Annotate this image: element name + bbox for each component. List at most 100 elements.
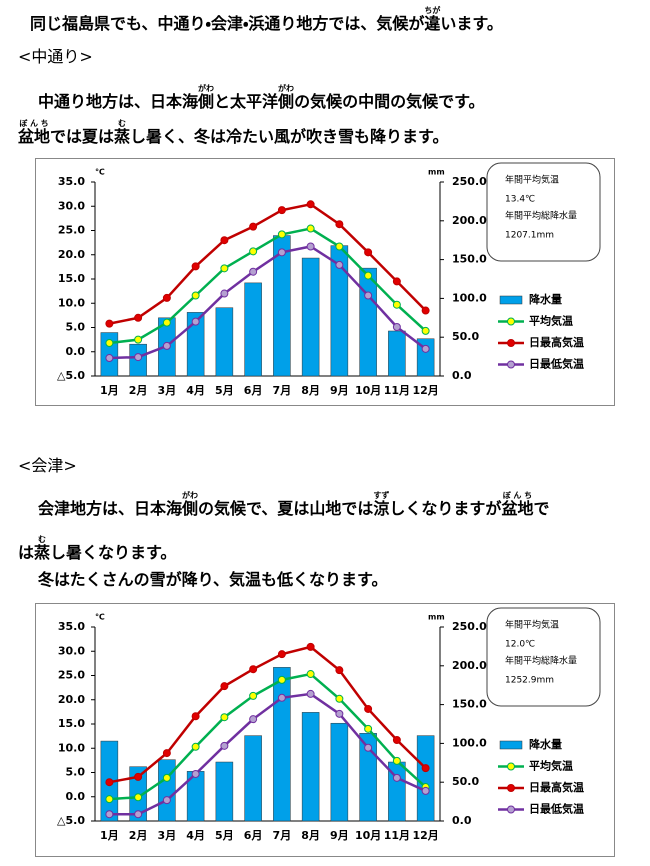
text-segment: で: [533, 499, 550, 518]
marker: [249, 665, 258, 674]
y2-tick-label: 100.0: [452, 291, 487, 304]
marker: [277, 693, 286, 702]
text-segment: 同じ福島県でも、中通り・会津・浜通り地方では、気候が: [30, 14, 425, 33]
marker: [191, 291, 200, 300]
marker: [277, 675, 286, 684]
y2-tick-label: 200.0: [452, 214, 487, 227]
ruby-text: 蒸む: [34, 535, 50, 562]
y-tick-label: △5.0: [57, 814, 85, 827]
marker: [335, 709, 344, 718]
text-segment: 冬はたくさんの雪が降り、気温も低くなります。: [38, 570, 388, 589]
furigana: がわ: [182, 491, 199, 500]
marker: [364, 704, 373, 713]
marker: [105, 339, 114, 348]
bar: [359, 267, 377, 377]
x-tick-label: 7月: [273, 384, 292, 397]
y2-tick-label: 50.0: [452, 775, 479, 788]
bar: [158, 759, 176, 822]
marker: [105, 319, 114, 328]
info-box: [486, 162, 601, 262]
marker: [220, 264, 229, 273]
marker: [134, 335, 143, 344]
x-tick-label: 2月: [129, 829, 148, 842]
y2-tick-label: 200.0: [452, 659, 487, 672]
heading: 同じ福島県でも、中通り・会津・浜通り地方では、気候が違ちがいます。: [30, 6, 503, 34]
y2-tick-label: 150.0: [452, 698, 487, 711]
bar: [330, 722, 349, 822]
text-segment: 側: [182, 499, 199, 518]
y2-tick-label: 0.0: [452, 369, 472, 382]
text-segment: います。: [440, 14, 503, 33]
y2-axis-unit: mm: [428, 168, 445, 177]
info-box: [486, 607, 601, 707]
x-tick-label: 12月: [412, 829, 438, 842]
bar: [215, 307, 234, 377]
y-tick-label: 35.0: [58, 175, 85, 188]
paragraph-line: は蒸むし暑くなります。: [18, 535, 176, 563]
marker: [191, 742, 200, 751]
marker: [220, 713, 229, 722]
y-axis-unit: ℃: [95, 613, 105, 622]
legend-label: 日最高気温: [529, 780, 584, 794]
x-tick-label: 4月: [186, 384, 205, 397]
y-tick-label: 35.0: [58, 620, 85, 633]
marker: [162, 749, 171, 758]
legend-label: 平均気温: [529, 759, 573, 773]
marker: [364, 248, 373, 257]
furigana: ちが: [424, 6, 441, 15]
furigana: ぼんち: [501, 491, 534, 500]
bar: [301, 712, 320, 822]
x-tick-label: 3月: [158, 829, 177, 842]
marker: [249, 247, 258, 256]
bar: [215, 761, 234, 822]
y-tick-label: 15.0: [58, 717, 85, 730]
line: [109, 227, 427, 345]
x-tick-label: 11月: [384, 829, 410, 842]
x-tick-label: 9月: [330, 384, 349, 397]
annotation: 13.4℃: [505, 195, 535, 205]
marker: [335, 666, 344, 675]
marker: [277, 230, 286, 239]
marker: [162, 341, 171, 350]
y2-tick-label: 0.0: [452, 814, 472, 827]
text-segment: 側: [198, 92, 215, 111]
chart: ℃ mm 35.0 30.0 25.0 20.0 15.0 10.0 5.0 0.0 △5.0 250…: [35, 603, 615, 857]
marker: [162, 318, 171, 327]
bar: [388, 330, 406, 377]
marker: [134, 772, 143, 781]
chart: ℃ mm 35.0 30.0 25.0 20.0 15.0 10.0 5.0 0.0 △5.0 250…: [35, 158, 615, 406]
ruby-text: 違ちが: [424, 6, 440, 33]
bar: [359, 733, 377, 822]
marker: [220, 682, 229, 691]
marker: [134, 810, 143, 819]
legend-label: 日最高気温: [529, 335, 584, 349]
marker: [191, 712, 200, 721]
furigana: がわ: [198, 84, 215, 93]
text-segment: 盆地: [18, 127, 51, 146]
x-tick-label: 6月: [244, 384, 263, 397]
text-segment: しくなりますが: [389, 499, 502, 518]
legend-label: 降水量: [529, 737, 562, 751]
marker: [220, 236, 229, 245]
x-tick-label: 5月: [215, 829, 234, 842]
marker: [364, 724, 373, 733]
marker: [364, 743, 373, 752]
furigana: む: [114, 119, 131, 128]
marker: [277, 650, 286, 659]
line: [109, 645, 427, 784]
x-tick-label: 8月: [301, 829, 320, 842]
line: [109, 202, 427, 325]
marker: [105, 778, 114, 787]
annotation: 12.0℃: [505, 640, 535, 650]
marker: [105, 810, 114, 819]
ruby-text: 涼すず: [373, 491, 389, 518]
section-title: <会津>: [18, 456, 77, 475]
marker: [306, 689, 315, 698]
y-tick-label: 0.0: [66, 790, 86, 803]
line: [109, 692, 427, 816]
marker: [162, 773, 171, 782]
text-segment: 会津地方は、日本海: [38, 499, 183, 518]
bar: [244, 735, 262, 822]
y2-axis-unit: mm: [428, 613, 445, 622]
